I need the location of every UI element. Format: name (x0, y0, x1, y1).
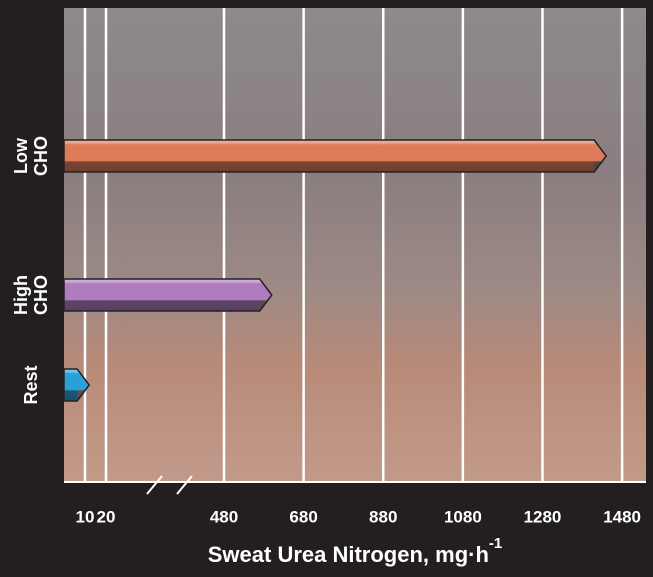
bar (63, 368, 91, 402)
axis-break-mark (176, 475, 193, 495)
x-axis-title-superscript: -1 (489, 535, 502, 552)
x-tick-label: 680 (289, 507, 317, 526)
plot-background (64, 8, 646, 482)
x-tick-label: 1480 (603, 507, 641, 526)
bar (63, 139, 608, 173)
x-axis-title-text: Sweat Urea Nitrogen, mg·h (208, 542, 489, 567)
y-tick-label: HighCHO (11, 275, 51, 315)
x-tick-label: 880 (369, 507, 397, 526)
y-tick-label: LowCHO (11, 136, 51, 176)
x-tick-label: 480 (210, 507, 238, 526)
x-axis-title: Sweat Urea Nitrogen, mg·h-1 (208, 535, 503, 567)
y-tick-label: Rest (21, 365, 41, 404)
axis-break-mark (146, 475, 163, 495)
x-tick-label: 10 (76, 507, 95, 526)
x-tick-label: 1080 (444, 507, 482, 526)
x-tick-label: 20 (97, 507, 116, 526)
bar (63, 278, 273, 312)
x-tick-label: 1280 (524, 507, 562, 526)
